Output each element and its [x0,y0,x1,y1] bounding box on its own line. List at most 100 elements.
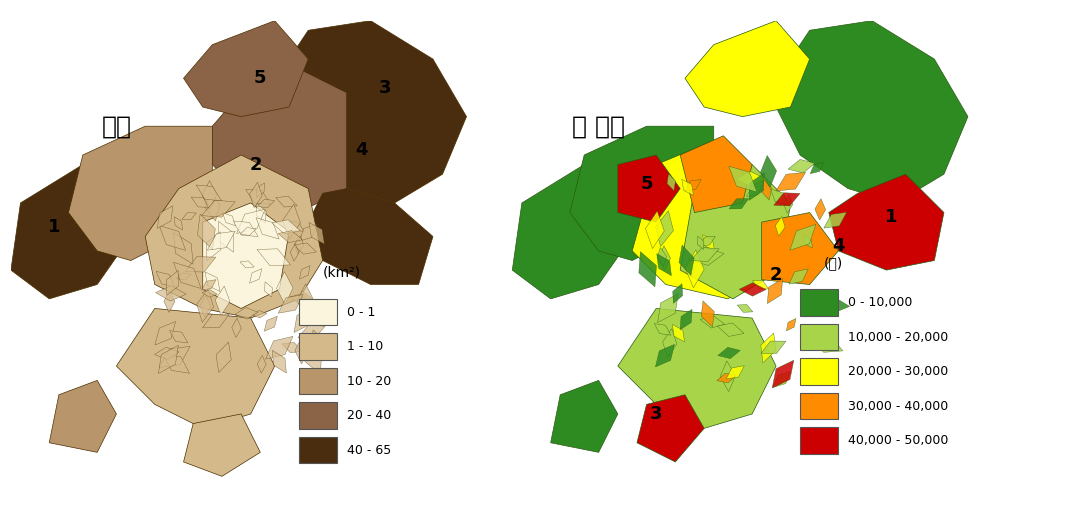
Polygon shape [256,204,266,223]
Polygon shape [761,333,776,363]
Polygon shape [681,179,693,195]
Polygon shape [159,226,185,251]
Polygon shape [240,228,256,235]
Text: 4: 4 [354,141,367,159]
Polygon shape [250,182,263,207]
Polygon shape [717,323,744,337]
Polygon shape [183,414,261,476]
Polygon shape [299,305,326,319]
Polygon shape [667,174,676,191]
Polygon shape [295,337,308,364]
Polygon shape [252,311,267,318]
Polygon shape [157,206,173,228]
Polygon shape [164,291,174,313]
Polygon shape [275,21,467,203]
Polygon shape [155,321,175,345]
Polygon shape [298,284,314,317]
Text: 0 - 1: 0 - 1 [347,306,375,319]
Polygon shape [752,280,768,289]
Polygon shape [786,318,796,331]
Polygon shape [680,136,752,213]
Polygon shape [767,279,783,304]
Polygon shape [197,289,214,322]
Polygon shape [814,296,850,314]
Polygon shape [191,197,210,207]
Polygon shape [701,301,714,327]
Polygon shape [156,286,186,301]
Polygon shape [203,203,289,308]
Polygon shape [698,236,704,250]
Polygon shape [700,316,725,328]
Polygon shape [637,395,704,462]
Polygon shape [277,272,293,305]
Polygon shape [761,155,776,188]
Text: 4: 4 [832,237,845,255]
Polygon shape [215,286,230,315]
Polygon shape [206,232,221,260]
Bar [299,299,337,325]
Text: 5: 5 [254,69,267,87]
Polygon shape [618,155,680,222]
Text: 10,000 - 20,000: 10,000 - 20,000 [848,331,948,344]
Text: 40 - 65: 40 - 65 [347,444,391,457]
Polygon shape [803,235,812,248]
Polygon shape [257,249,290,266]
Polygon shape [685,21,810,117]
Polygon shape [202,200,235,217]
Polygon shape [720,361,736,392]
Polygon shape [173,233,193,264]
Polygon shape [185,257,216,272]
Polygon shape [237,209,265,233]
Polygon shape [618,308,776,428]
Polygon shape [294,307,313,332]
Bar [299,333,337,360]
Polygon shape [726,366,744,379]
Polygon shape [824,212,847,228]
Polygon shape [272,220,301,234]
Polygon shape [570,126,714,260]
Polygon shape [749,173,764,201]
Polygon shape [774,193,800,206]
Polygon shape [680,165,790,299]
Polygon shape [776,21,968,203]
Polygon shape [663,329,677,357]
Bar [800,324,838,350]
Polygon shape [276,196,298,207]
Bar [800,427,838,454]
Polygon shape [689,248,724,265]
Polygon shape [811,336,843,352]
Polygon shape [302,291,312,311]
Polygon shape [673,325,685,342]
Polygon shape [177,273,191,280]
Polygon shape [196,185,221,201]
Polygon shape [700,237,715,246]
Polygon shape [183,21,308,117]
Text: 2: 2 [770,266,783,284]
Polygon shape [299,340,327,354]
Polygon shape [657,247,667,267]
Polygon shape [645,211,664,249]
Bar [299,402,337,429]
Polygon shape [300,225,317,241]
Polygon shape [772,360,794,388]
Polygon shape [657,293,678,322]
Polygon shape [655,211,674,246]
Polygon shape [207,231,235,250]
Polygon shape [550,380,618,452]
Polygon shape [784,195,792,213]
Bar [800,393,838,419]
Text: 3: 3 [378,79,391,97]
Polygon shape [250,269,262,283]
Polygon shape [288,221,304,231]
Polygon shape [828,174,944,270]
Polygon shape [222,213,235,226]
Polygon shape [729,199,749,209]
Polygon shape [686,250,704,288]
Polygon shape [747,185,762,196]
Polygon shape [156,271,174,287]
Polygon shape [216,342,231,373]
Polygon shape [290,244,299,261]
Polygon shape [717,373,737,383]
Text: 1: 1 [48,218,60,236]
Polygon shape [639,252,656,287]
